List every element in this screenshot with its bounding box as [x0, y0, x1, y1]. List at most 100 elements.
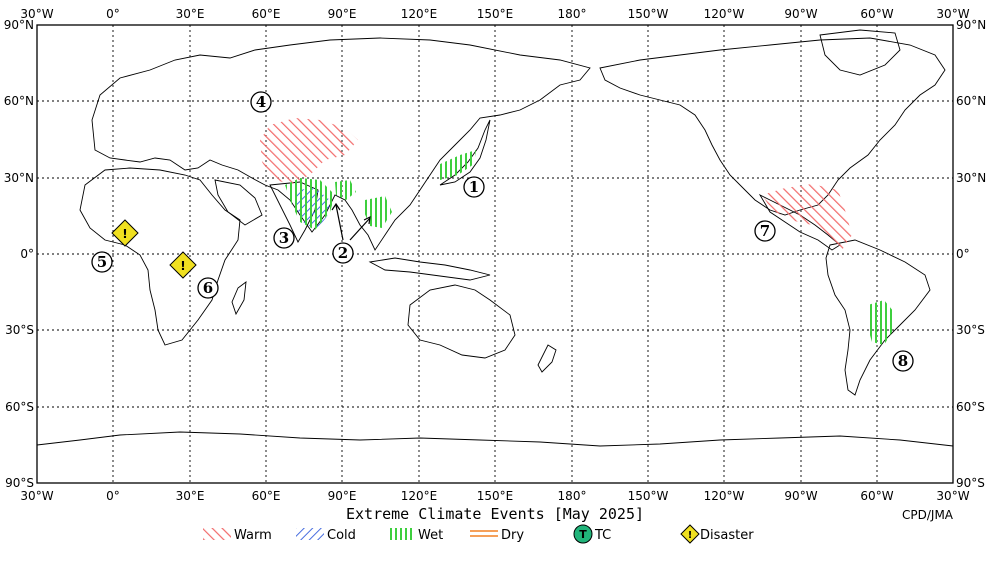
svg-text:150°E: 150°E — [477, 489, 514, 503]
tc-icon — [573, 524, 593, 544]
callout-7[interactable]: 7 — [754, 220, 776, 242]
svg-text:150°W: 150°W — [628, 489, 669, 503]
land-madagascar — [231, 281, 247, 316]
warm-region-central-asia — [260, 118, 358, 185]
svg-text:4: 4 — [256, 93, 266, 111]
callout-4[interactable]: 4 — [250, 91, 272, 113]
svg-text:Cold: Cold — [327, 528, 356, 543]
svg-text:30°S: 30°S — [956, 323, 985, 337]
disaster-marker-west-africa[interactable]: ! — [111, 219, 139, 247]
top-longitude-labels: 30°W 0° 30°E 60°E 90°E 120°E 150°E 180° … — [20, 7, 969, 21]
svg-text:60°S: 60°S — [5, 400, 34, 414]
wet-region-japan — [438, 150, 476, 180]
event-2-arrows — [331, 202, 371, 241]
svg-text:!: ! — [180, 259, 185, 273]
svg-text:Dry: Dry — [501, 528, 524, 543]
svg-text:3: 3 — [279, 229, 289, 247]
svg-text:7: 7 — [760, 222, 770, 240]
svg-text:60°S: 60°S — [956, 400, 985, 414]
disaster-marker-central-africa[interactable]: ! — [169, 251, 197, 279]
legend-item-warm: Warm — [203, 528, 272, 543]
svg-text:90°S: 90°S — [956, 476, 985, 490]
callout-8[interactable]: 8 — [892, 350, 914, 372]
land-north-america — [599, 37, 946, 216]
svg-text:60°W: 60°W — [860, 489, 893, 503]
svg-text:!: ! — [122, 227, 127, 241]
svg-text:0°: 0° — [106, 489, 120, 503]
svg-text:60°W: 60°W — [860, 7, 893, 21]
svg-text:30°E: 30°E — [176, 489, 205, 503]
svg-text:90°E: 90°E — [328, 489, 357, 503]
left-latitude-labels: 90°N 60°N 30°N 0° 30°S 60°S 90°S — [4, 18, 34, 490]
land-greenland — [819, 29, 901, 76]
svg-text:120°E: 120°E — [401, 489, 438, 503]
coastlines — [36, 29, 954, 447]
svg-text:60°N: 60°N — [956, 94, 986, 108]
land-arabia — [214, 179, 263, 226]
svg-text:1: 1 — [469, 178, 479, 196]
warm-region-central-america — [762, 184, 852, 250]
svg-text:2: 2 — [338, 244, 348, 262]
svg-text:Wet: Wet — [418, 528, 443, 543]
svg-text:5: 5 — [97, 253, 107, 271]
svg-text:150°E: 150°E — [477, 7, 514, 21]
map-title: Extreme Climate Events [May 2025] — [346, 505, 644, 523]
svg-text:0°: 0° — [20, 247, 34, 261]
legend-item-cold: Cold — [296, 528, 356, 543]
svg-text:30°W: 30°W — [936, 7, 969, 21]
svg-text:60°E: 60°E — [252, 7, 281, 21]
svg-text:30°W: 30°W — [20, 7, 53, 21]
wet-region-bangladesh — [335, 180, 356, 200]
event-regions — [260, 118, 894, 345]
callout-6[interactable]: 6 — [197, 277, 219, 299]
bottom-longitude-labels: 30°W 0° 30°E 60°E 90°E 120°E 150°E 180° … — [20, 489, 969, 503]
legend: Warm Cold Wet Dry T TC ! Disaster — [203, 524, 754, 544]
svg-text:120°E: 120°E — [401, 7, 438, 21]
svg-text:90°E: 90°E — [328, 7, 357, 21]
legend-item-wet: Wet — [387, 528, 443, 543]
svg-text:!: ! — [688, 530, 693, 541]
graticule — [37, 25, 953, 483]
svg-text:Disaster: Disaster — [700, 528, 754, 543]
svg-text:60°E: 60°E — [252, 489, 281, 503]
svg-text:TC: TC — [594, 528, 611, 543]
right-latitude-labels: 90°N 60°N 30°N 0° 30°S 60°S 90°S — [956, 18, 986, 490]
svg-text:90°S: 90°S — [5, 476, 34, 490]
svg-text:180°: 180° — [558, 489, 587, 503]
land-eurasia — [91, 37, 591, 251]
legend-item-tc: T TC — [573, 524, 611, 544]
svg-text:30°E: 30°E — [176, 7, 205, 21]
callout-1[interactable]: 1 — [463, 176, 485, 198]
svg-text:30°W: 30°W — [20, 489, 53, 503]
land-africa — [79, 167, 241, 346]
svg-text:90°W: 90°W — [784, 7, 817, 21]
map-credit: CPD/JMA — [902, 508, 954, 522]
svg-text:0°: 0° — [956, 247, 970, 261]
svg-text:120°W: 120°W — [704, 7, 745, 21]
callout-2[interactable]: 2 — [332, 242, 354, 264]
svg-text:T: T — [579, 528, 587, 541]
svg-text:30°N: 30°N — [4, 171, 34, 185]
callout-3[interactable]: 3 — [273, 227, 295, 249]
legend-item-disaster: ! Disaster — [680, 524, 754, 544]
svg-text:6: 6 — [203, 279, 213, 297]
svg-text:90°N: 90°N — [4, 18, 34, 32]
svg-text:Warm: Warm — [234, 528, 272, 543]
land-new-zealand — [537, 344, 557, 373]
svg-text:60°N: 60°N — [4, 94, 34, 108]
svg-text:180°: 180° — [558, 7, 587, 21]
wet-region-indochina — [364, 196, 392, 228]
land-antarctica — [36, 431, 954, 447]
map-frame — [36, 24, 954, 484]
callout-5[interactable]: 5 — [91, 251, 113, 273]
wet-region-south-america — [867, 300, 894, 345]
svg-text:120°W: 120°W — [704, 489, 745, 503]
svg-text:90°W: 90°W — [784, 489, 817, 503]
svg-text:30°W: 30°W — [936, 489, 969, 503]
svg-text:0°: 0° — [106, 7, 120, 21]
svg-text:150°W: 150°W — [628, 7, 669, 21]
svg-text:90°N: 90°N — [956, 18, 986, 32]
land-south-america — [825, 239, 931, 396]
land-indonesia — [368, 257, 491, 281]
